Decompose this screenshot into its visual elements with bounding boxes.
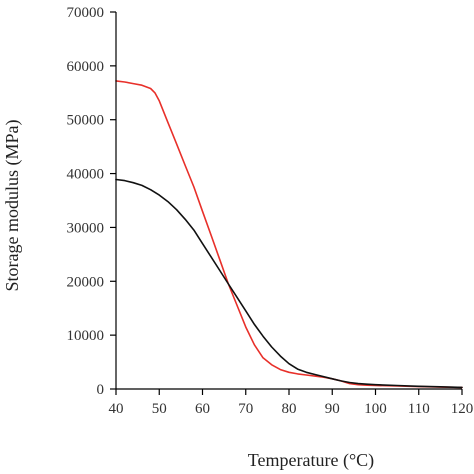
y-tick-label: 60000 [67, 59, 105, 75]
y-tick-label: 0 [97, 382, 105, 398]
y-tick-label: 20000 [67, 274, 105, 290]
y-tick-label: 50000 [67, 113, 105, 129]
x-axis-title: Temperature (°C) [248, 450, 374, 471]
series-line-1 [115, 80, 463, 389]
x-tick-label: 70 [238, 401, 253, 417]
x-tick-label: 80 [282, 401, 297, 417]
x-axis-ticks: 40 50 60 70 80 90 100 110 120 [109, 389, 474, 417]
y-axis-ticks: 0 10000 20000 30000 40000 50000 60000 70000 [67, 5, 116, 398]
y-tick-label: 70000 [67, 5, 105, 21]
y-tick-label: 10000 [67, 328, 105, 344]
series-layer [115, 80, 463, 389]
x-tick-label: 50 [152, 401, 167, 417]
x-tick-label: 90 [325, 401, 340, 417]
x-tick-label: 100 [364, 401, 387, 417]
y-axis-title: Storage modulus (MPa) [2, 120, 23, 292]
x-tick-label: 40 [109, 401, 124, 417]
y-tick-label: 40000 [67, 167, 105, 183]
x-tick-label: 110 [408, 401, 430, 417]
x-tick-label: 60 [195, 401, 210, 417]
x-tick-label: 120 [451, 401, 474, 417]
y-tick-label: 30000 [67, 220, 105, 236]
series-line-2 [115, 178, 463, 389]
